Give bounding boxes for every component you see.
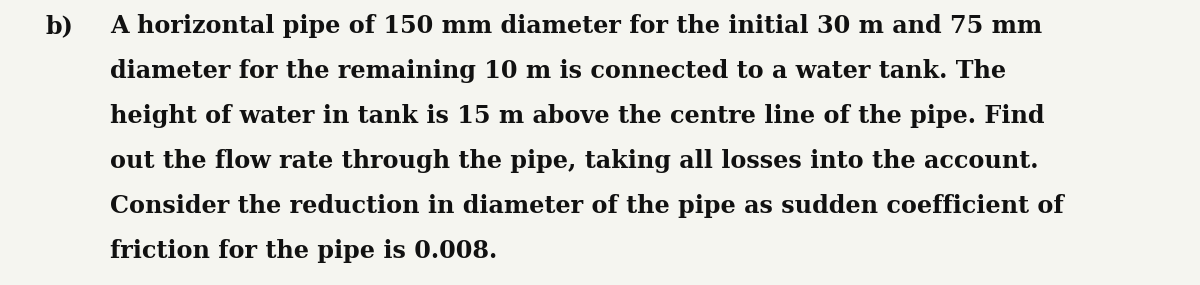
Text: b): b) bbox=[46, 14, 73, 38]
Text: Consider the reduction in diameter of the pipe as sudden coefficient of: Consider the reduction in diameter of th… bbox=[110, 194, 1064, 218]
Text: friction for the pipe is 0.008.: friction for the pipe is 0.008. bbox=[110, 239, 498, 263]
Text: height of water in tank is 15 m above the centre line of the pipe. Find: height of water in tank is 15 m above th… bbox=[110, 104, 1045, 128]
Text: out the flow rate through the pipe, taking all losses into the account.: out the flow rate through the pipe, taki… bbox=[110, 149, 1039, 173]
Text: A horizontal pipe of 150 mm diameter for the initial 30 m and 75 mm: A horizontal pipe of 150 mm diameter for… bbox=[110, 14, 1043, 38]
Text: diameter for the remaining 10 m is connected to a water tank. The: diameter for the remaining 10 m is conne… bbox=[110, 59, 1007, 83]
